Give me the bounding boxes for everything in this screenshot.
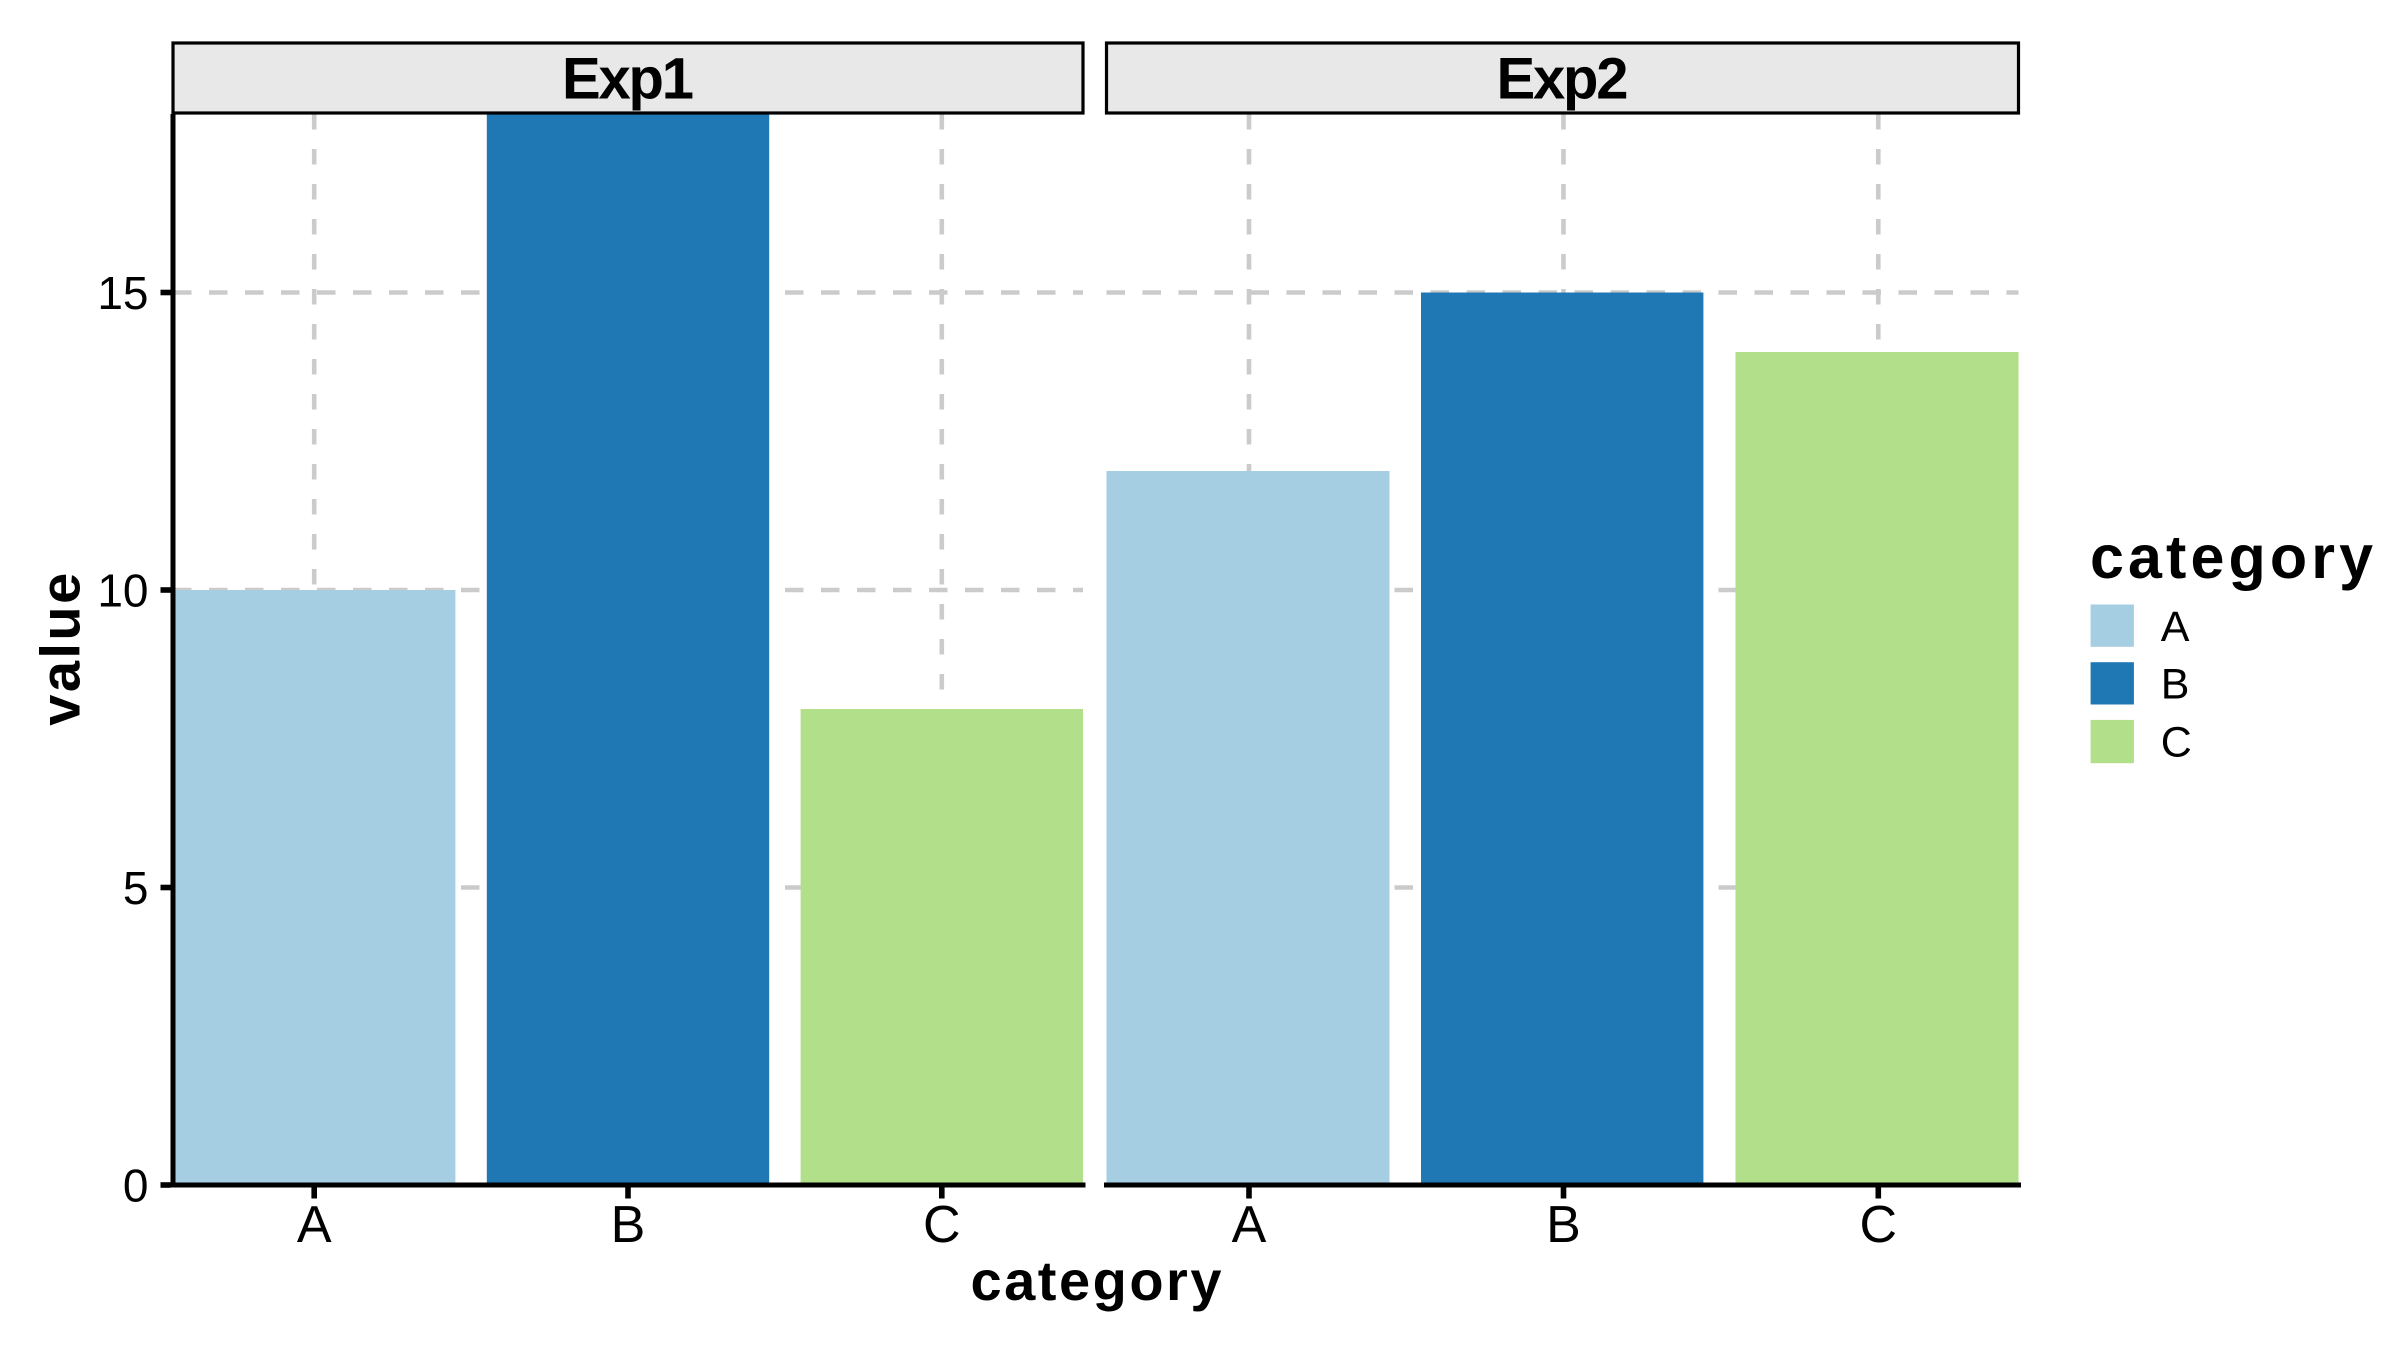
svg-text:category: category bbox=[971, 1249, 1222, 1312]
svg-text:Exp1: Exp1 bbox=[562, 47, 694, 112]
svg-text:Exp2: Exp2 bbox=[1497, 47, 1629, 112]
svg-text:A: A bbox=[2161, 603, 2190, 651]
svg-text:A: A bbox=[297, 1196, 332, 1254]
svg-text:C: C bbox=[2161, 718, 2192, 766]
svg-text:value: value bbox=[29, 573, 92, 726]
svg-text:10: 10 bbox=[97, 565, 148, 617]
svg-text:B: B bbox=[1546, 1196, 1581, 1254]
svg-text:B: B bbox=[2161, 661, 2190, 709]
svg-text:15: 15 bbox=[97, 267, 148, 319]
svg-text:0: 0 bbox=[123, 1160, 149, 1212]
svg-text:A: A bbox=[1232, 1196, 1267, 1254]
svg-text:C: C bbox=[923, 1196, 961, 1254]
svg-text:5: 5 bbox=[123, 862, 149, 914]
svg-text:C: C bbox=[1860, 1196, 1898, 1254]
svg-text:category: category bbox=[2090, 523, 2373, 591]
svg-text:B: B bbox=[611, 1196, 646, 1254]
